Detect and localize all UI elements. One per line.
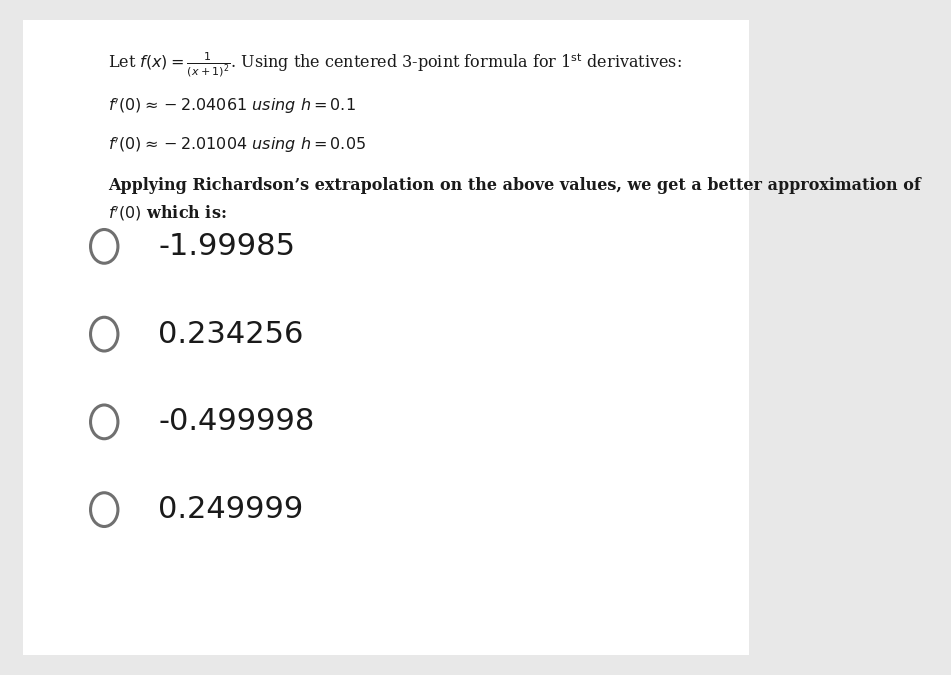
Text: -1.99985: -1.99985 <box>158 232 295 261</box>
Text: $f'(0) \approx -2.01004\ \mathit{using}\ h = 0.05$: $f'(0) \approx -2.01004\ \mathit{using}\… <box>108 135 366 155</box>
Text: Let $f(x) = \frac{1}{(x+1)^2}$. Using the centered 3-point formula for 1$^{\math: Let $f(x) = \frac{1}{(x+1)^2}$. Using th… <box>108 51 682 79</box>
FancyBboxPatch shape <box>23 20 749 655</box>
Text: 0.234256: 0.234256 <box>158 320 303 348</box>
Text: $f'(0)$ which is:: $f'(0)$ which is: <box>108 204 226 223</box>
Text: Applying Richardson’s extrapolation on the above values, we get a better approxi: Applying Richardson’s extrapolation on t… <box>108 177 921 194</box>
Text: $f'(0) \approx -2.04061\ \mathit{using}\ h = 0.1$: $f'(0) \approx -2.04061\ \mathit{using}\… <box>108 96 356 116</box>
Text: 0.249999: 0.249999 <box>158 495 303 524</box>
Text: -0.499998: -0.499998 <box>158 408 315 436</box>
